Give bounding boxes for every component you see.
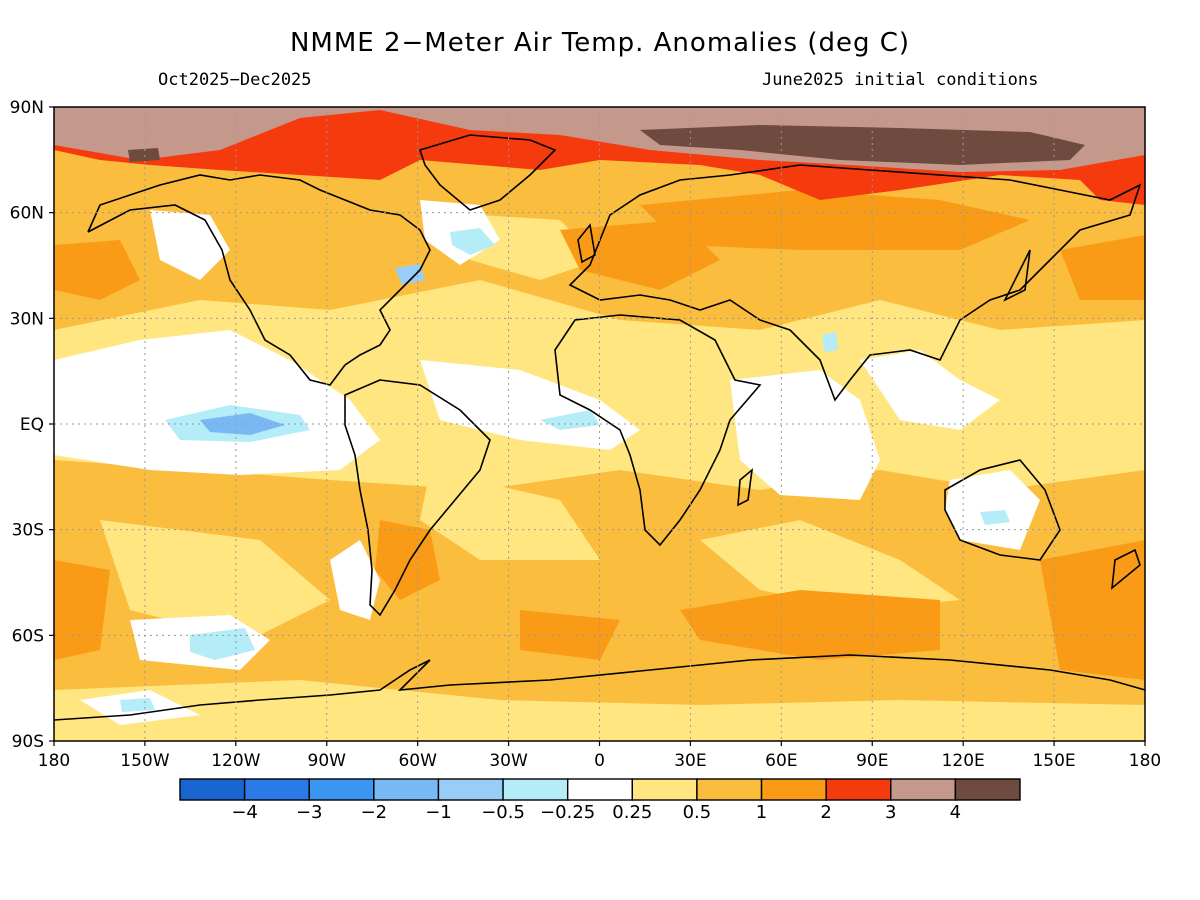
coast-uk xyxy=(577,223,596,264)
longitude-axis: 180 150W 120W 90W 60W 30W 0 30E 60E 90E 120E 150E 18… xyxy=(38,741,1161,771)
zone-light-blue xyxy=(190,628,255,660)
anomaly-field xyxy=(54,107,1145,741)
lat-tick-label: 60S xyxy=(12,626,44,646)
coast-antarctica xyxy=(54,654,1145,721)
zone-orange xyxy=(1040,540,1145,680)
colorbar-bin xyxy=(566,778,634,801)
lon-tick-label: 150E xyxy=(1032,751,1075,771)
zone-light-yellow xyxy=(700,520,960,610)
initial-conditions: June2025 initial conditions xyxy=(762,70,1039,90)
coast-greenland xyxy=(418,134,557,211)
lon-tick-label: 90W xyxy=(308,751,347,771)
zone-orange xyxy=(640,190,1030,250)
coast-south-america xyxy=(344,379,491,617)
colorbar-label: 2 xyxy=(820,802,831,823)
colorbar-bin xyxy=(308,778,375,801)
colorbar-bin xyxy=(631,778,698,801)
gridlines xyxy=(54,107,1145,741)
zone-white xyxy=(420,360,640,450)
colorbar-bin xyxy=(890,778,957,801)
colorbar-bin xyxy=(696,778,763,801)
lon-tick-label: 180 xyxy=(38,751,70,771)
coastlines xyxy=(54,134,1145,721)
colorbar: −4 −3 −2 −1 −0.5 −0.25 0.25 0.5 1 2 3 4 xyxy=(179,778,1021,823)
colorbar-label: −3 xyxy=(296,802,323,823)
zone-light-blue xyxy=(120,698,155,712)
lon-tick-label: 180 xyxy=(1129,751,1161,771)
lon-tick-label: 150W xyxy=(120,751,169,771)
zone-white xyxy=(730,370,880,500)
coast-north-america xyxy=(87,174,431,386)
colorbar-label: −4 xyxy=(231,802,258,823)
colorbar-label: 0.5 xyxy=(683,802,712,823)
forecast-period: Oct2025−Dec2025 xyxy=(158,70,312,90)
colorbar-bin xyxy=(502,778,569,801)
colorbar-bin xyxy=(179,778,246,801)
colorbar-bin xyxy=(825,778,892,801)
colorbar-bin xyxy=(760,778,827,801)
coast-japan xyxy=(1003,249,1031,302)
zone-brown xyxy=(640,125,1085,165)
colorbar-label: 0.25 xyxy=(612,802,652,823)
coast-australia xyxy=(944,459,1061,561)
colorbar-bin xyxy=(373,778,440,801)
lon-tick-label: 30W xyxy=(489,751,528,771)
colorbar-label: −1 xyxy=(425,802,452,823)
zone-white xyxy=(860,350,1000,430)
colorbar-bin xyxy=(954,778,1021,801)
lat-tick-label: EQ xyxy=(20,415,44,435)
lon-tick-label: 0 xyxy=(594,751,605,771)
coast-eurasia xyxy=(568,164,1142,402)
lat-tick-label: 30S xyxy=(12,521,44,541)
zone-brown xyxy=(128,148,160,162)
zone-light-blue xyxy=(200,413,285,435)
lat-tick-label: 90N xyxy=(10,98,44,118)
zone-light-blue xyxy=(450,228,495,255)
colorbar-label: 3 xyxy=(885,802,896,823)
zone-light-blue xyxy=(540,410,600,430)
lon-tick-label: 120E xyxy=(942,751,985,771)
zone-light-blue xyxy=(980,510,1010,525)
lon-tick-label: 60W xyxy=(398,751,437,771)
zone-white xyxy=(945,470,1040,550)
latitude-axis: 90N 60N 30N EQ 30S 60S 90S xyxy=(10,98,54,752)
lon-tick-label: 120W xyxy=(211,751,260,771)
zone-orange xyxy=(1060,235,1145,300)
zone-light-blue xyxy=(822,332,838,352)
colorbar-label: −0.5 xyxy=(481,802,525,823)
colorbar-bin xyxy=(437,778,504,801)
lat-tick-label: 90S xyxy=(12,732,44,752)
colorbar-label: −0.25 xyxy=(540,802,595,823)
coast-africa xyxy=(554,314,762,547)
zone-light-yellow xyxy=(420,470,600,560)
lat-tick-label: 60N xyxy=(10,204,44,224)
colorbar-label: 1 xyxy=(756,802,767,823)
map-title: NMME 2−Meter Air Temp. Anomalies (deg C) xyxy=(289,28,911,58)
lon-tick-label: 60E xyxy=(765,751,797,771)
coast-madagascar xyxy=(737,468,754,507)
lon-tick-label: 90E xyxy=(856,751,888,771)
coast-new-zealand xyxy=(1110,548,1141,590)
zone-light-yellow xyxy=(100,520,330,640)
lon-tick-label: 30E xyxy=(674,751,706,771)
colorbar-bin xyxy=(243,778,310,801)
zone-orange xyxy=(680,590,940,660)
zone-white xyxy=(330,540,380,620)
colorbar-label: 4 xyxy=(950,802,961,823)
zone-orange xyxy=(54,240,140,300)
colorbar-label: −2 xyxy=(361,802,388,823)
lat-tick-label: 30N xyxy=(10,309,44,329)
